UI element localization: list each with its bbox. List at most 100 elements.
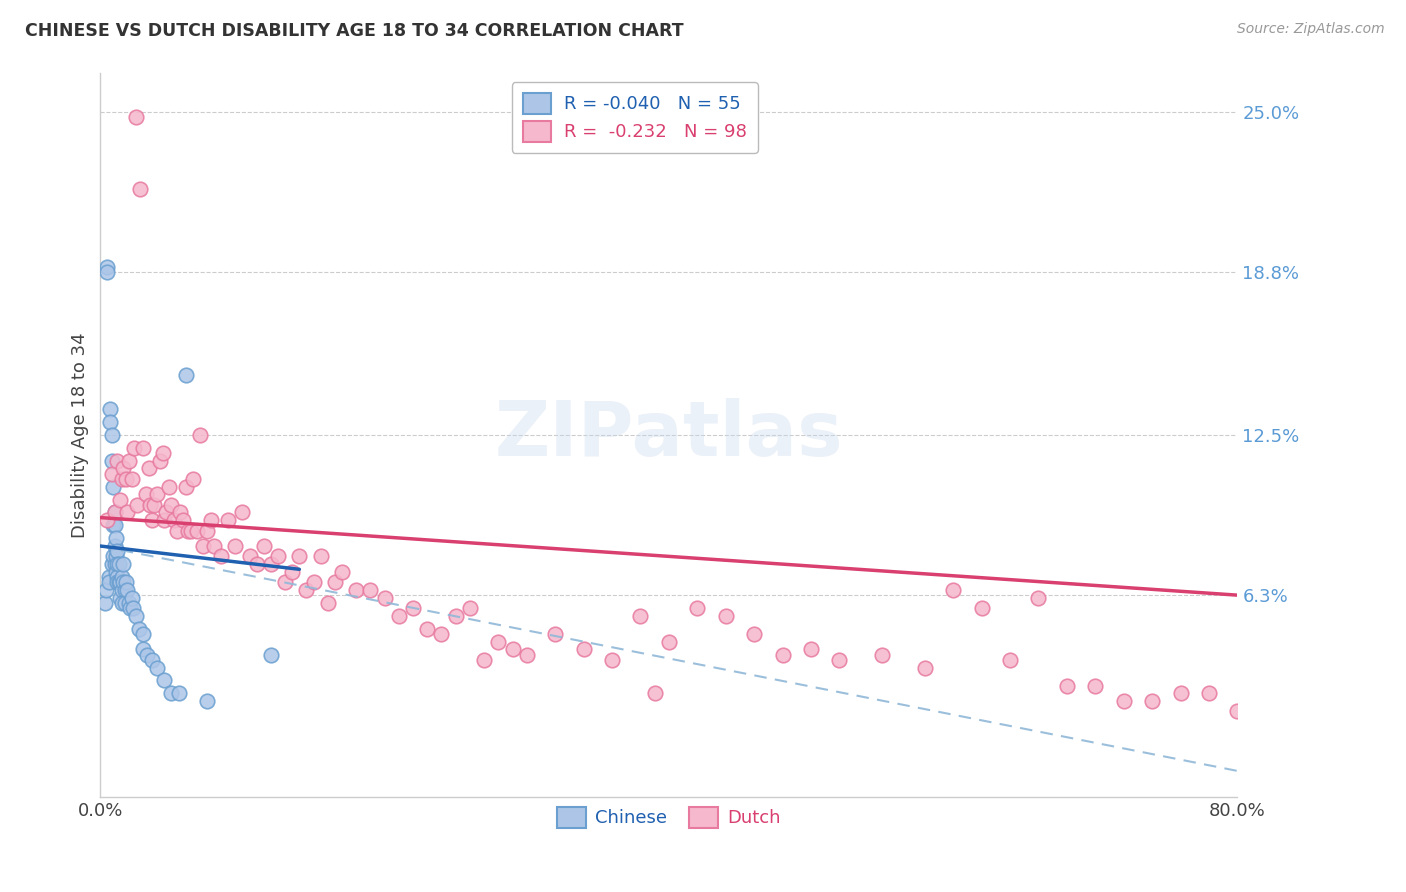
Point xyxy=(101,479,124,493)
Point xyxy=(274,575,297,590)
Text: Source: ZipAtlas.com: Source: ZipAtlas.com xyxy=(1237,22,1385,37)
Point xyxy=(117,505,139,519)
Point xyxy=(129,182,152,196)
Point xyxy=(112,461,135,475)
Point xyxy=(153,673,176,688)
Point xyxy=(97,575,120,590)
Point xyxy=(100,454,122,468)
Point xyxy=(110,575,132,590)
Point xyxy=(111,582,134,597)
Point xyxy=(1056,679,1078,693)
Point xyxy=(114,596,136,610)
Point xyxy=(104,549,127,564)
Point xyxy=(100,428,122,442)
Point xyxy=(122,601,145,615)
Point xyxy=(167,686,190,700)
Point xyxy=(97,570,120,584)
Point xyxy=(121,472,143,486)
Y-axis label: Disability Age 18 to 34: Disability Age 18 to 34 xyxy=(72,332,89,538)
Point xyxy=(416,622,439,636)
Point xyxy=(302,575,325,590)
Point xyxy=(828,653,851,667)
Point xyxy=(120,601,142,615)
Point xyxy=(323,575,346,590)
Point xyxy=(224,539,246,553)
Point xyxy=(96,513,118,527)
Point xyxy=(166,524,188,538)
Point xyxy=(202,539,225,553)
Point xyxy=(914,660,936,674)
Point xyxy=(772,648,794,662)
Point xyxy=(177,524,200,538)
Point xyxy=(96,260,118,274)
Point xyxy=(172,513,194,527)
Point xyxy=(127,498,149,512)
Point xyxy=(1028,591,1050,605)
Point xyxy=(132,441,155,455)
Point xyxy=(115,472,138,486)
Point xyxy=(114,582,136,597)
Point xyxy=(600,653,623,667)
Point xyxy=(128,622,150,636)
Point xyxy=(180,524,202,538)
Point xyxy=(239,549,262,564)
Point xyxy=(135,487,157,501)
Point xyxy=(174,368,197,383)
Point xyxy=(110,591,132,605)
Point xyxy=(253,539,276,553)
Point xyxy=(111,596,134,610)
Point xyxy=(942,582,965,597)
Point xyxy=(800,642,823,657)
Point xyxy=(160,686,183,700)
Point xyxy=(104,531,127,545)
Point xyxy=(544,627,567,641)
Point xyxy=(157,479,180,493)
Point xyxy=(163,513,186,527)
Point xyxy=(118,454,141,468)
Point xyxy=(195,694,218,708)
Point xyxy=(98,415,121,429)
Point xyxy=(100,467,122,481)
Point xyxy=(472,653,495,667)
Point xyxy=(136,648,159,662)
Point xyxy=(1170,686,1192,700)
Point xyxy=(200,513,222,527)
Point xyxy=(139,498,162,512)
Point xyxy=(111,570,134,584)
Point xyxy=(169,505,191,519)
Point xyxy=(359,582,381,597)
Point xyxy=(288,549,311,564)
Point xyxy=(111,472,134,486)
Point xyxy=(143,498,166,512)
Point xyxy=(141,513,163,527)
Point xyxy=(107,557,129,571)
Point xyxy=(295,582,318,597)
Point xyxy=(110,492,132,507)
Point xyxy=(94,582,117,597)
Point xyxy=(630,608,652,623)
Point xyxy=(103,557,125,571)
Point xyxy=(174,479,197,493)
Point xyxy=(260,648,283,662)
Point xyxy=(374,591,396,605)
Point xyxy=(104,565,127,579)
Point xyxy=(96,265,118,279)
Point xyxy=(146,660,169,674)
Point xyxy=(93,596,115,610)
Point xyxy=(572,642,595,657)
Point xyxy=(686,601,709,615)
Point xyxy=(502,642,524,657)
Legend: Chinese, Dutch: Chinese, Dutch xyxy=(550,799,787,835)
Point xyxy=(186,524,208,538)
Point xyxy=(108,575,131,590)
Point xyxy=(195,524,218,538)
Point xyxy=(1198,686,1220,700)
Point xyxy=(998,653,1021,667)
Point xyxy=(281,565,304,579)
Point xyxy=(1112,694,1135,708)
Point xyxy=(644,686,666,700)
Point xyxy=(388,608,411,623)
Point xyxy=(330,565,353,579)
Point xyxy=(188,428,211,442)
Point xyxy=(344,582,367,597)
